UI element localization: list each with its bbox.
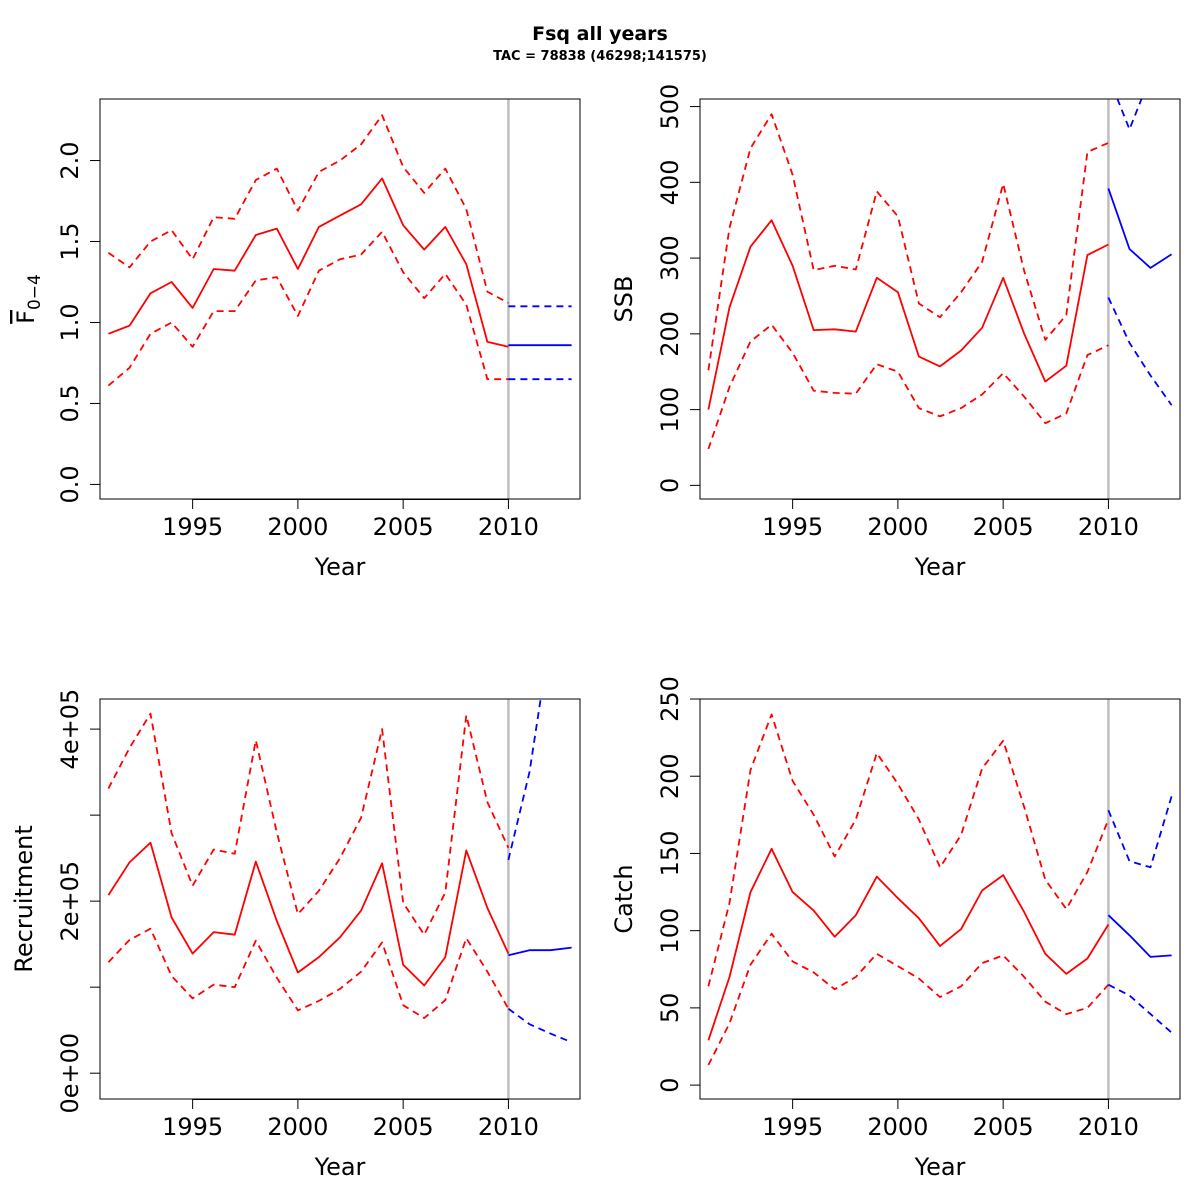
y-tick-label: 2e+05: [56, 861, 84, 942]
panel-ssb: 1995 2000 2005 2010 Year 0 100 200 300 400 500 SSB: [610, 84, 1181, 581]
series-forecast-upper: [507, 699, 542, 861]
series-history-median: [707, 847, 1110, 1041]
series-history-median: [108, 177, 509, 348]
x-tick-label: 2005: [373, 1113, 434, 1141]
series-history-median: [707, 219, 1109, 410]
y-axis-label: Recruitment: [10, 825, 38, 972]
series-forecast-upper: [1116, 99, 1143, 131]
y-tick-label: 150: [656, 831, 684, 877]
y-tick-label: 1.0: [56, 303, 84, 341]
series-history-upper: [707, 113, 1109, 371]
y-tick-label: 300: [656, 235, 684, 281]
y-tick-label: 0.0: [56, 465, 84, 503]
x-tick-label: 1995: [762, 1113, 823, 1141]
series-forecast-lower: [507, 1007, 572, 1044]
x-tick-label: 2000: [867, 513, 928, 541]
x-tick-label: 2010: [1078, 1113, 1139, 1141]
plot-area: [107, 114, 572, 387]
y-tick-label: 0.5: [56, 384, 84, 422]
x-tick-label: 2000: [267, 513, 328, 541]
y-tick-label: 0e+00: [56, 1033, 84, 1114]
y-tick-label: 250: [656, 676, 684, 722]
panel-fbar: 1995 2000 2005 2010 Year 0.0 0.5 1.0 1.5 2.0 F0−4: [12, 98, 581, 581]
series-history-median: [107, 841, 510, 987]
x-axis-label: Year: [314, 553, 366, 581]
figure-subtitle: TAC = 78838 (46298;141575): [493, 49, 707, 64]
x-tick-label: 2005: [373, 513, 434, 541]
x-tick-label: 1995: [162, 1113, 223, 1141]
x-tick-label: 1995: [762, 513, 823, 541]
x-tick-label: 2010: [478, 513, 539, 541]
y-tick-label: 1.5: [56, 222, 84, 260]
y-tick-label: 200: [656, 753, 684, 799]
y-tick-label: 200: [656, 311, 684, 357]
y-tick-label: 4e+05: [56, 689, 84, 770]
series-history-lower: [707, 323, 1109, 450]
series-history-lower: [107, 230, 509, 387]
figure-title: Fsq all years: [532, 23, 668, 45]
y-axis-label: F0−4: [12, 274, 45, 324]
series-history-upper: [707, 713, 1110, 987]
y-tick-label: 0: [656, 478, 684, 493]
plot-area: [707, 99, 1173, 450]
x-axis-label: Year: [914, 553, 966, 581]
x-tick-label: 2010: [1078, 513, 1139, 541]
y-tick-label: 50: [656, 993, 684, 1024]
plot-area: [707, 713, 1173, 1066]
x-axis-label: Year: [314, 1153, 366, 1181]
series-forecast-median: [508, 946, 572, 957]
x-tick-label: 2005: [973, 513, 1034, 541]
x-tick-label: 2005: [973, 1113, 1034, 1141]
x-tick-label: 2000: [267, 1113, 328, 1141]
y-tick-label: 500: [656, 84, 684, 130]
y-tick-label: 0: [656, 1077, 684, 1092]
x-tick-label: 2000: [867, 1113, 928, 1141]
panel-catch: 1995 2000 2005 2010 Year 0 50 100 150 200 250 Catch: [610, 676, 1181, 1181]
series-forecast-median: [1107, 188, 1173, 269]
series-history-lower: [107, 927, 510, 1019]
series-history-upper: [107, 712, 510, 936]
series-history-lower: [707, 932, 1110, 1066]
series-forecast-lower: [1107, 297, 1173, 406]
y-tick-label: 100: [656, 387, 684, 433]
y-tick-label: 100: [656, 908, 684, 954]
plot-area: [107, 699, 572, 1044]
y-tick-label: 400: [656, 159, 684, 205]
series-history-upper: [107, 114, 509, 304]
series-forecast-upper: [1107, 796, 1173, 869]
panel-recruitment: 1995 2000 2005 2010 Year 0e+00 2e+05 4e+05 Recru…: [10, 689, 581, 1181]
y-axis-label: Catch: [610, 864, 638, 933]
y-axis-label: SSB: [610, 276, 638, 323]
x-tick-label: 1995: [162, 513, 223, 541]
x-tick-label: 2010: [478, 1113, 539, 1141]
y-tick-label: 2.0: [56, 141, 84, 179]
x-axis-label: Year: [914, 1153, 966, 1181]
series-forecast-lower: [1107, 983, 1173, 1034]
series-forecast-median: [1107, 914, 1172, 958]
